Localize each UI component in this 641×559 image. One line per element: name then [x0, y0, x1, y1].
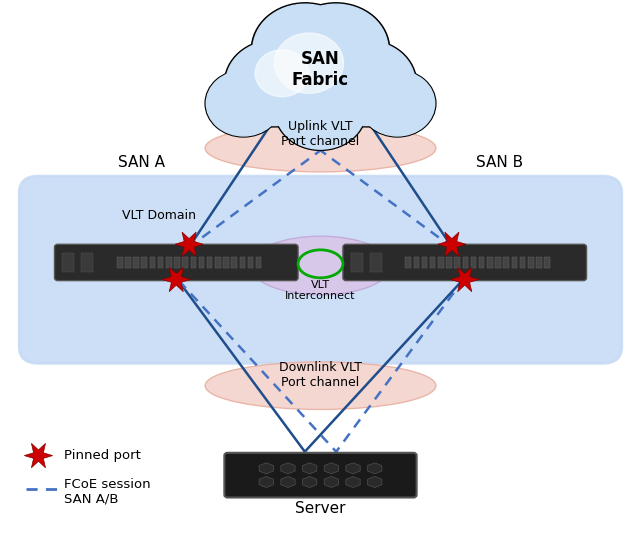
Bar [438, 257, 444, 268]
Circle shape [251, 3, 359, 97]
Text: VLT
Interconnect: VLT Interconnect [285, 280, 356, 301]
FancyBboxPatch shape [54, 244, 298, 281]
Bar [495, 257, 501, 268]
Ellipse shape [250, 236, 391, 295]
Bar [149, 257, 155, 268]
Bar [240, 257, 245, 268]
Polygon shape [303, 463, 317, 474]
Bar [142, 257, 147, 268]
Text: VLT Domain: VLT Domain [122, 209, 196, 222]
Bar [190, 257, 196, 268]
Circle shape [360, 71, 435, 136]
Bar [487, 257, 493, 268]
Circle shape [317, 40, 417, 127]
Polygon shape [303, 476, 317, 487]
Polygon shape [324, 463, 338, 474]
Polygon shape [24, 443, 53, 468]
Bar [512, 257, 517, 268]
Circle shape [251, 10, 390, 130]
Polygon shape [346, 476, 360, 487]
Text: Downlink VLT
Port channel: Downlink VLT Port channel [279, 361, 362, 389]
Text: SAN B: SAN B [476, 155, 524, 169]
Bar [351, 253, 363, 272]
Polygon shape [259, 463, 274, 474]
Bar [231, 257, 237, 268]
Bar [223, 257, 229, 268]
Bar [370, 253, 381, 272]
Bar [528, 257, 533, 268]
Polygon shape [367, 476, 382, 487]
Circle shape [206, 71, 281, 136]
Bar [256, 257, 262, 268]
Bar [207, 257, 212, 268]
FancyBboxPatch shape [224, 453, 417, 498]
Text: SAN A: SAN A [117, 155, 165, 169]
Text: SAN
Fabric: SAN Fabric [292, 50, 349, 89]
Circle shape [318, 41, 415, 126]
Bar [117, 257, 122, 268]
Polygon shape [162, 267, 190, 292]
Bar [133, 257, 139, 268]
Circle shape [253, 4, 357, 95]
Bar [536, 257, 542, 268]
Circle shape [226, 41, 323, 126]
Circle shape [255, 50, 309, 97]
Polygon shape [259, 476, 274, 487]
Bar [174, 257, 179, 268]
Circle shape [274, 70, 367, 150]
Text: Server: Server [296, 501, 345, 516]
Text: Uplink VLT
Port channel: Uplink VLT Port channel [281, 120, 360, 148]
Ellipse shape [205, 362, 436, 409]
FancyBboxPatch shape [19, 176, 622, 363]
Circle shape [282, 3, 390, 97]
Circle shape [284, 4, 388, 95]
Bar [503, 257, 509, 268]
Bar [479, 257, 485, 268]
Circle shape [274, 33, 344, 93]
Circle shape [224, 40, 324, 127]
Bar [430, 257, 435, 268]
Polygon shape [281, 476, 295, 487]
Bar [544, 257, 550, 268]
Polygon shape [438, 232, 466, 257]
Bar [81, 253, 94, 272]
Polygon shape [346, 463, 360, 474]
Circle shape [205, 70, 282, 137]
Polygon shape [451, 267, 479, 292]
Bar [454, 257, 460, 268]
Bar [406, 257, 411, 268]
Polygon shape [324, 476, 338, 487]
Bar [463, 257, 468, 268]
Circle shape [276, 71, 365, 149]
Polygon shape [175, 232, 203, 257]
Polygon shape [367, 463, 382, 474]
Bar [470, 257, 476, 268]
Bar [166, 257, 172, 268]
Bar [422, 257, 428, 268]
Bar [413, 257, 419, 268]
Bar [199, 257, 204, 268]
Circle shape [359, 70, 436, 137]
Text: FCoE session
SAN A/B: FCoE session SAN A/B [64, 478, 151, 506]
Polygon shape [281, 463, 295, 474]
Bar [215, 257, 221, 268]
Bar [158, 257, 163, 268]
Bar [182, 257, 188, 268]
Circle shape [253, 11, 388, 129]
Bar [446, 257, 452, 268]
Bar [62, 253, 74, 272]
Bar [247, 257, 253, 268]
Bar [520, 257, 526, 268]
Text: Pinned port: Pinned port [64, 449, 141, 462]
Ellipse shape [205, 125, 436, 172]
Bar [125, 257, 131, 268]
FancyBboxPatch shape [343, 244, 587, 281]
